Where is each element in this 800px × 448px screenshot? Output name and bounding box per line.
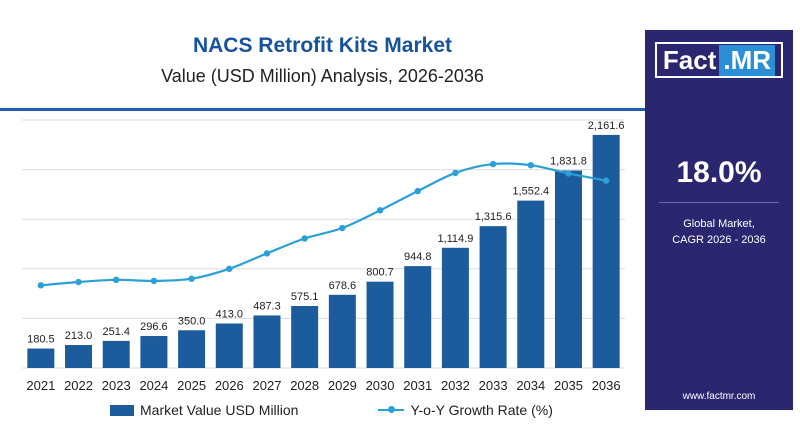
bar-label-2030: 800.7 — [366, 267, 394, 279]
factmr-logo: Fact .MR — [655, 42, 783, 78]
growth-point-2021 — [37, 282, 45, 289]
x-tick-2036: 2036 — [592, 378, 621, 393]
x-tick-2022: 2022 — [64, 378, 93, 393]
bar-label-2031: 944.8 — [404, 251, 432, 263]
x-tick-2034: 2034 — [516, 378, 545, 393]
x-tick-2030: 2030 — [366, 378, 395, 393]
x-tick-2026: 2026 — [215, 378, 244, 393]
chart-title: NACS Retrofit Kits Market — [192, 34, 453, 57]
bar-2021 — [27, 348, 55, 368]
x-tick-2023: 2023 — [102, 378, 131, 393]
bar-2032 — [441, 247, 469, 368]
logo-text-mr: .MR — [719, 44, 776, 76]
growth-point-2030 — [376, 207, 384, 214]
legend-line-swatch — [378, 406, 405, 413]
cagr-divider — [659, 202, 779, 203]
bar-2030 — [366, 281, 394, 368]
bar-label-2026: 413.0 — [216, 308, 244, 320]
side-panel: Fact .MR 18.0% Global Market, CAGR 2026 … — [645, 30, 793, 410]
bar-2036 — [592, 134, 620, 368]
bar-2026 — [215, 323, 243, 368]
cagr-label: Global Market, CAGR 2026 - 2036 — [645, 216, 793, 248]
growth-point-2023 — [113, 276, 120, 284]
title-divider — [0, 108, 645, 111]
chart-plot: 180.5 213.0 251.4 296.6 350.0 413.0 487.3 575.1… — [22, 119, 625, 393]
x-tick-2027: 2027 — [253, 378, 282, 393]
bar-2022 — [65, 345, 93, 368]
bar-2033 — [479, 226, 507, 368]
growth-rate-line — [40, 162, 607, 287]
bar-label-2036: 2,161.6 — [588, 120, 625, 132]
growth-point-2034 — [527, 161, 534, 169]
x-tick-2032: 2032 — [441, 378, 470, 393]
bar-2028 — [291, 305, 319, 368]
bar-label-2025: 350.0 — [178, 315, 206, 327]
growth-point-2032 — [452, 169, 459, 177]
x-tick-2028: 2028 — [290, 378, 319, 393]
bar-2024 — [140, 336, 168, 368]
bar-label-2029: 678.6 — [329, 280, 357, 292]
x-tick-2029: 2029 — [328, 378, 357, 393]
bar-label-2028: 575.1 — [291, 291, 319, 303]
cagr-label-line2: CAGR 2026 - 2036 — [672, 234, 766, 246]
x-tick-2035: 2035 — [554, 378, 583, 393]
x-tick-2033: 2033 — [479, 378, 508, 393]
legend-label-market-value: Market Value USD Million — [140, 402, 299, 418]
line-layer — [37, 160, 610, 289]
label-layer: 180.5 213.0 251.4 296.6 350.0 413.0 487.3 575.1… — [27, 120, 624, 346]
growth-point-2024 — [150, 277, 158, 285]
growth-point-2026 — [226, 265, 233, 272]
bar-2027 — [253, 315, 281, 368]
x-tick-2025: 2025 — [177, 378, 206, 393]
legend-bar-swatch — [110, 404, 134, 416]
growth-point-2029 — [339, 224, 346, 232]
bar-label-2022: 213.0 — [65, 330, 93, 342]
chart-panel: NACS Retrofit Kits Market Value (USD Mil… — [0, 30, 645, 418]
growth-point-2022 — [75, 278, 82, 286]
tick-layer: 2021 2022 2023 2024 2025 2026 2027 2028 2029 2030… — [26, 378, 620, 393]
growth-point-2025 — [188, 275, 195, 282]
growth-point-2036 — [602, 177, 610, 184]
chart-subtitle: Value (USD Million) Analysis, 2026-2036 — [161, 66, 484, 86]
x-tick-2024: 2024 — [139, 378, 168, 393]
bar-layer — [27, 134, 620, 368]
legend: Market Value USD Million Y-o-Y Growth Ra… — [110, 402, 553, 418]
website-url: www.factmr.com — [682, 391, 756, 402]
bar-label-2034: 1,552.4 — [512, 186, 549, 198]
bar-2025 — [178, 330, 206, 368]
logo-text-fact: Fact — [662, 44, 717, 75]
bar-2029 — [328, 294, 356, 368]
growth-point-2033 — [489, 160, 497, 168]
x-tick-2031: 2031 — [403, 378, 432, 393]
cagr-label-line1: Global Market, — [683, 218, 755, 230]
bar-label-2032: 1,114.9 — [437, 233, 473, 245]
growth-point-2028 — [301, 235, 308, 242]
legend-label-growth-rate: Y-o-Y Growth Rate (%) — [410, 402, 553, 418]
growth-point-2027 — [263, 250, 271, 257]
legend-item-growth-rate: Y-o-Y Growth Rate (%) — [378, 402, 553, 418]
cagr-value: 18.0% — [676, 156, 762, 189]
bar-label-2033: 1,315.6 — [475, 211, 512, 223]
growth-point-2035 — [565, 170, 572, 177]
bar-2034 — [517, 200, 545, 368]
bar-label-2023: 251.4 — [102, 326, 130, 338]
bar-label-2027: 487.3 — [253, 300, 281, 312]
bar-label-2024: 296.6 — [140, 321, 168, 333]
x-tick-2021: 2021 — [26, 378, 55, 393]
growth-point-2031 — [414, 187, 421, 195]
bar-2031 — [404, 266, 432, 368]
bar-label-2021: 180.5 — [27, 334, 55, 346]
bar-2035 — [554, 170, 582, 368]
bar-2023 — [102, 340, 130, 368]
bar-label-2035: 1,831.8 — [550, 155, 587, 167]
legend-item-market-value: Market Value USD Million — [110, 402, 298, 418]
